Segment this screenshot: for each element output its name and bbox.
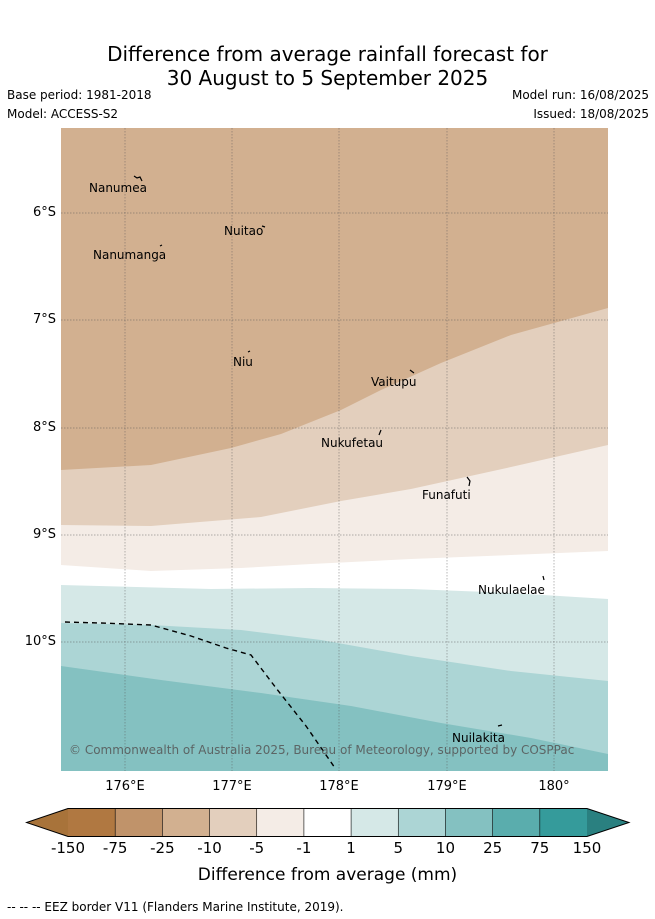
island-outline-nanumea xyxy=(133,175,143,182)
lon-label-177e: 177°E xyxy=(212,779,252,794)
colorbar-title: Difference from average (mm) xyxy=(197,865,458,885)
colorbar-segment xyxy=(115,808,163,837)
lat-label-8s: 8°S xyxy=(32,420,56,435)
colorbar-segment xyxy=(162,808,211,837)
model-name: Model: ACCESS-S2 xyxy=(7,107,119,121)
copyright-notice: © Commonwealth of Australia 2025, Bureau… xyxy=(69,743,574,757)
island-outlines xyxy=(133,175,545,727)
map-title-line2: 30 August to 5 September 2025 xyxy=(166,66,489,90)
place-label-nanumea: Nanumea xyxy=(89,181,147,195)
island-outline-nukulaelae xyxy=(542,575,545,581)
region-minus10-minus25mm xyxy=(61,128,608,470)
colorbar-segment xyxy=(209,808,258,837)
colorbar-tick-label: -25 xyxy=(150,839,175,857)
colorbar-tick-label: -150 xyxy=(50,839,86,857)
colorbar-tick-label: 75 xyxy=(530,839,550,857)
place-label-nukulaelae: Nukulaelae xyxy=(478,583,545,597)
colorbar-tick-label: -1 xyxy=(296,839,312,857)
place-label-nuilakita: Nuilakita xyxy=(452,731,505,745)
colorbar-dividers xyxy=(114,808,541,837)
lat-label-6s: 6°S xyxy=(32,205,56,220)
issued-date: Issued: 18/08/2025 xyxy=(533,107,649,121)
colorbar-segment xyxy=(256,808,305,837)
island-outline-nuilakita xyxy=(497,724,503,727)
colorbar-tick-label: 25 xyxy=(483,839,503,857)
colorbar-segment xyxy=(68,808,116,837)
place-label-niu: Niu xyxy=(233,355,253,369)
place-label-nanumanga: Nanumanga xyxy=(93,248,166,262)
colorbar-tick-label: 10 xyxy=(435,839,455,857)
lat-label-9s: 9°S xyxy=(32,527,56,542)
place-label-nukufetau: Nukufetau xyxy=(321,436,383,450)
island-outline-vaitupu xyxy=(409,369,415,374)
colorbar-tick-label: -75 xyxy=(102,839,128,857)
lon-label-176e: 176°E xyxy=(105,779,145,794)
lon-label-179e: 179°E xyxy=(427,779,467,794)
colorbar-segment xyxy=(303,808,352,837)
island-outline-nanumanga xyxy=(159,244,163,247)
lat-label-7s: 7°S xyxy=(32,312,56,327)
lon-label-180: 180° xyxy=(538,779,570,794)
colorbar-tick-label: -10 xyxy=(197,839,222,857)
island-outline-funafuti xyxy=(466,476,471,487)
lat-label-10s: 10°S xyxy=(24,634,56,649)
graticule xyxy=(61,128,608,771)
colorbar-segment xyxy=(492,808,541,837)
island-outline-niu xyxy=(247,350,251,353)
eez-footnote: -- -- -- EEZ border V11 (Flanders Marine… xyxy=(7,900,344,914)
colorbar-extend-low xyxy=(26,808,68,837)
island-outline-nukufetau xyxy=(378,429,382,436)
colorbar-tick-label: 150 xyxy=(572,839,602,857)
colorbar xyxy=(25,808,631,837)
colorbar-segments xyxy=(26,808,629,837)
colorbar-tick-label: 5 xyxy=(393,839,404,857)
rainfall-map: Nanumea Nuitao Nanumanga Niu Vaitupu Nuk… xyxy=(61,128,608,771)
map-title-line1: Difference from average rainfall forecas… xyxy=(107,42,548,66)
lon-label-178e: 178°E xyxy=(319,779,359,794)
colorbar-segment xyxy=(445,808,494,837)
colorbar-outline xyxy=(25,808,631,837)
place-label-vaitupu: Vaitupu xyxy=(371,375,417,389)
colorbar-segment xyxy=(351,808,399,837)
colorbar-tick-label: 1 xyxy=(346,839,356,857)
colorbar-segment xyxy=(539,808,588,837)
model-run-date: Model run: 16/08/2025 xyxy=(511,88,649,102)
colorbar-tick-label: -5 xyxy=(249,839,265,857)
place-label-funafuti: Funafuti xyxy=(422,488,471,502)
base-period: Base period: 1981-2018 xyxy=(7,88,152,102)
island-outline-nuitao xyxy=(261,225,266,228)
place-label-nuitao: Nuitao xyxy=(224,224,263,238)
eez-border xyxy=(64,621,336,769)
colorbar-segment xyxy=(398,808,446,837)
colorbar-extend-high xyxy=(587,808,629,837)
